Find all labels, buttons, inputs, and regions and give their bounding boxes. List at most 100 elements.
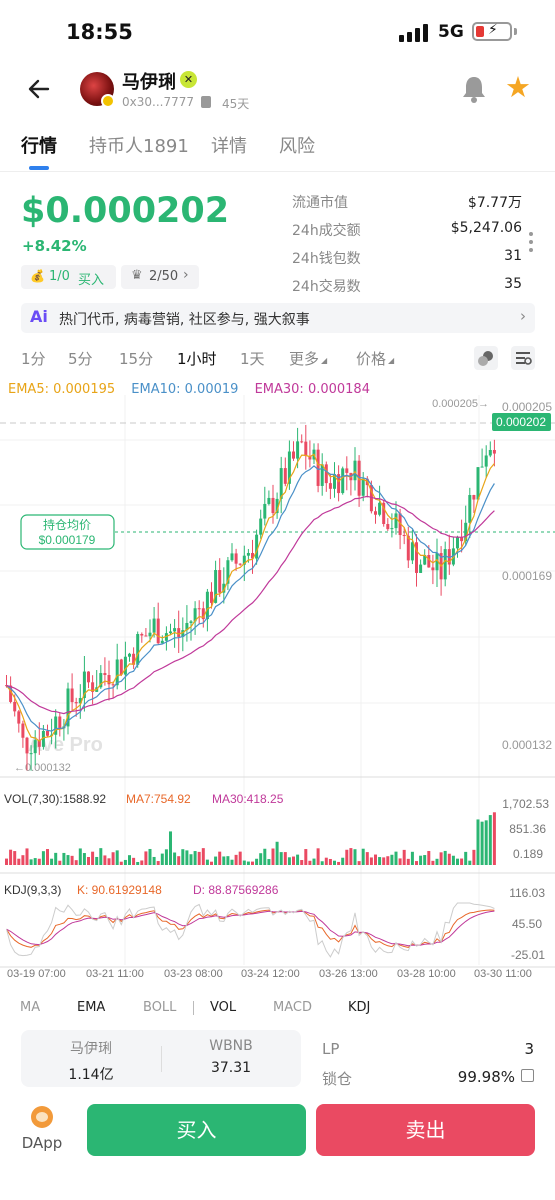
favorite-star-icon[interactable]: ★ — [505, 70, 531, 104]
volume-bar — [103, 855, 107, 865]
kline-chart[interactable]: Ave Pro 0.000205 0.000169 0.000132 0.000… — [0, 395, 555, 995]
volume-bar — [189, 854, 193, 865]
token-name: 马伊琍 — [122, 72, 176, 93]
copy-icon[interactable] — [201, 96, 211, 108]
candle-body — [402, 535, 406, 537]
buy-button[interactable]: 买入 — [87, 1104, 306, 1156]
volume-bar — [394, 851, 398, 865]
volume-bar — [361, 848, 365, 865]
candle-body — [226, 560, 230, 584]
chevron-right-icon: › — [520, 307, 526, 325]
rank-pill[interactable]: ♛ 2/50 › — [121, 265, 199, 289]
indicator-macd[interactable]: MACD — [273, 1000, 312, 1015]
ai-tags-bar[interactable]: Ai 热门代币, 病毒营销, 社区参与, 强大叙事 › — [21, 303, 535, 333]
volume-bar — [369, 857, 373, 865]
candle-body — [406, 535, 410, 561]
candle-body — [279, 468, 283, 499]
volume-bar — [46, 849, 49, 865]
timeframe-5m[interactable]: 5分 — [68, 350, 93, 368]
ema30-value: EMA30: 0.000184 — [254, 382, 370, 397]
volume-bar — [115, 850, 119, 865]
candle-body — [410, 542, 414, 561]
dapp-button[interactable]: DApp — [14, 1106, 70, 1158]
avg-hold-box[interactable] — [20, 514, 115, 550]
tab-market[interactable]: 行情 — [21, 136, 57, 157]
signal-icon — [399, 24, 429, 42]
candle-body — [144, 635, 148, 637]
price-mode-dropdown[interactable]: 价格 ◢ — [356, 350, 395, 368]
candle-body — [259, 518, 263, 535]
volume-bar — [468, 860, 472, 865]
drawing-tools-icon[interactable] — [474, 346, 498, 370]
indicator-kdj[interactable]: KDJ — [348, 1000, 371, 1015]
volume-bar — [451, 855, 455, 865]
volume-bar — [152, 856, 156, 865]
volume-bar — [255, 858, 259, 865]
volume-bar — [427, 850, 431, 865]
timeframe-1d[interactable]: 1天 — [240, 350, 265, 368]
candle-body — [398, 513, 402, 536]
tab-holders[interactable]: 持币人1891 — [89, 136, 189, 157]
back-arrow-icon[interactable] — [26, 76, 52, 102]
volume-bar — [95, 856, 99, 865]
tab-risk[interactable]: 风险 — [279, 136, 315, 157]
token-address[interactable]: 0x30...7777 — [122, 95, 194, 109]
volume-bar — [177, 856, 181, 865]
timeframe-1h[interactable]: 1小时 — [177, 350, 217, 368]
tab-details[interactable]: 详情 — [211, 136, 247, 157]
indicator-boll[interactable]: BOLL — [143, 1000, 177, 1015]
timeframe-more-dropdown[interactable]: 更多 ◢ — [289, 350, 328, 368]
x-tick: 03-23 08:00 — [164, 968, 223, 980]
candle-body — [160, 640, 164, 644]
volume-bar — [13, 851, 17, 865]
candle-body — [46, 730, 49, 736]
kdj-axis-label: 116.03 — [509, 886, 545, 900]
volume-bar — [210, 861, 213, 865]
x-tick: 03-21 11:00 — [86, 968, 144, 980]
volume-bar — [275, 841, 279, 865]
candle-body — [201, 608, 205, 620]
indicator-vol[interactable]: VOL — [210, 1000, 237, 1015]
indicator-ma[interactable]: MA — [20, 1000, 41, 1015]
bell-icon[interactable] — [460, 74, 488, 104]
candle-body — [275, 498, 279, 514]
candle-body — [164, 633, 168, 641]
candle-body — [423, 555, 427, 565]
volume-bar — [226, 856, 230, 865]
candle-body — [320, 464, 324, 486]
volume-bar — [390, 854, 394, 865]
volume-bar — [87, 856, 90, 865]
candle-body — [296, 441, 300, 459]
volume-bar — [5, 858, 8, 865]
lp-label: LP — [322, 1040, 340, 1058]
candle-body — [480, 466, 484, 468]
timeframe-1m[interactable]: 1分 — [21, 350, 46, 368]
volume-bar — [419, 855, 423, 865]
volume-bar — [148, 848, 152, 865]
crown-icon: ♛ — [131, 268, 143, 283]
ema-legend: EMA5: 0.000195 EMA10: 0.00019 EMA30: 0.0… — [8, 382, 382, 397]
buy-count-pill[interactable]: 💰 1/0 买入 — [21, 265, 116, 289]
more-vertical-icon[interactable] — [529, 232, 533, 256]
candle-body — [361, 478, 365, 496]
chain-badge-icon — [101, 94, 115, 108]
candle-body — [54, 716, 58, 735]
candle-body — [66, 688, 70, 727]
volume-bar — [410, 851, 414, 865]
volume-bar — [70, 855, 74, 865]
sell-button[interactable]: 卖出 — [316, 1104, 535, 1156]
timeframe-15m[interactable]: 15分 — [119, 350, 154, 368]
candle-body — [119, 659, 123, 675]
indicator-ema[interactable]: EMA — [77, 1000, 106, 1015]
chart-settings-icon[interactable] — [511, 346, 535, 370]
volume-bar — [324, 857, 328, 865]
volume-bar — [431, 860, 435, 865]
volume-bar — [480, 821, 484, 865]
lock-label: 锁仓 — [322, 1070, 353, 1088]
volume-bar — [140, 860, 144, 865]
volume-bar — [271, 848, 275, 865]
candle-body — [300, 441, 304, 443]
volume-bar — [41, 851, 45, 865]
external-link-icon[interactable] — [521, 1069, 534, 1082]
volume-bar — [386, 856, 390, 865]
